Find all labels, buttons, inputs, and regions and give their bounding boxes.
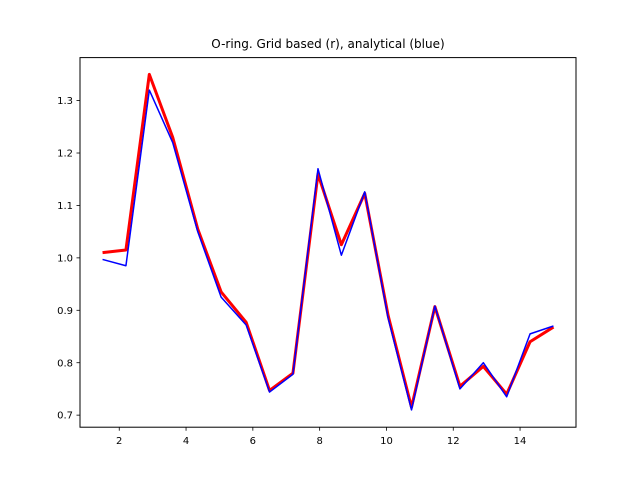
x-axis-ticks: 2 4 6 8 10 12 14 bbox=[116, 427, 526, 447]
x-tick-label: 4 bbox=[183, 436, 189, 447]
y-tick-label: 1.2 bbox=[57, 149, 73, 160]
x-tick-label: 2 bbox=[116, 436, 122, 447]
x-tick-label: 14 bbox=[514, 436, 527, 447]
y-tick-label: 0.7 bbox=[57, 411, 73, 422]
y-tick-label: 0.9 bbox=[57, 306, 73, 317]
y-axis-ticks: 0.7 0.8 0.9 1.0 1.1 1.2 1.3 bbox=[57, 96, 80, 422]
x-tick-label: 10 bbox=[380, 436, 393, 447]
series-layer bbox=[102, 72, 555, 411]
y-tick-label: 1.3 bbox=[57, 96, 73, 107]
y-tick-label: 1.0 bbox=[57, 253, 73, 264]
chart-title: O-ring. Grid based (r), analytical (blue… bbox=[211, 37, 444, 51]
x-tick-label: 6 bbox=[250, 436, 256, 447]
y-tick-label: 0.8 bbox=[57, 358, 73, 369]
plot-area: 2 4 6 8 10 12 14 0.7 0.8 0.9 1.0 1.1 1.2 1.3 bbox=[57, 57, 577, 447]
series-line-2 bbox=[102, 89, 554, 411]
axes-frame bbox=[79, 57, 577, 428]
x-tick-label: 8 bbox=[316, 436, 322, 447]
x-tick-label: 12 bbox=[447, 436, 460, 447]
y-tick-label: 1.1 bbox=[57, 201, 73, 212]
